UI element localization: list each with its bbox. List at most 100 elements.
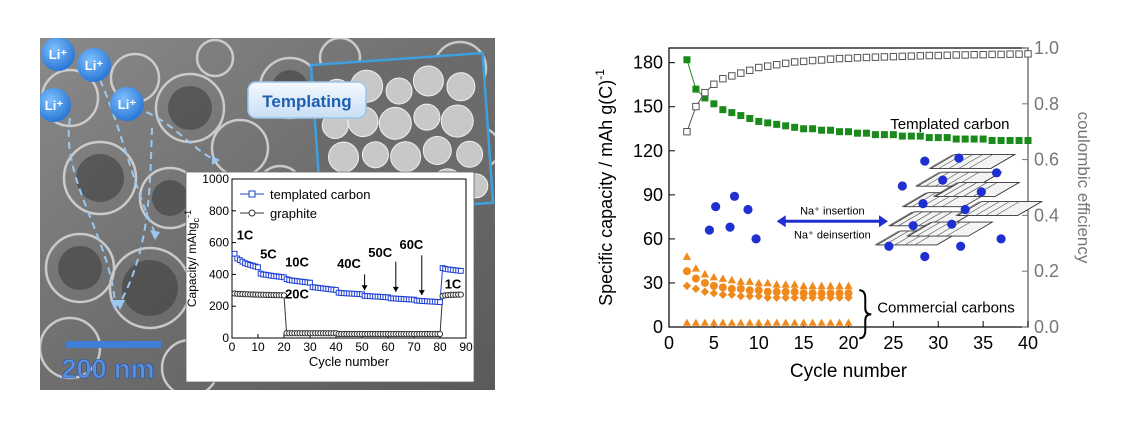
- na-ion-dot: [954, 153, 964, 163]
- inset-x-tick-label: 50: [355, 340, 369, 354]
- li-ion-label: Li⁺: [118, 97, 137, 112]
- templated-carbon-point: [437, 299, 443, 305]
- legend-templated-label: templated carbon: [270, 187, 370, 202]
- commercial-a-point: [736, 277, 745, 285]
- y-tick-label: 120: [633, 141, 663, 161]
- y-tick-label: 90: [643, 185, 663, 205]
- inset-y-tick-label: 800: [209, 204, 229, 218]
- efficiency-point: [773, 61, 781, 69]
- rate-label: 1C: [237, 227, 254, 242]
- commercial-b-point: [709, 281, 718, 290]
- efficiency-point: [916, 52, 925, 60]
- commercial-b-point: [682, 267, 691, 276]
- capacity-chart-svg: 0 5 10 15 20 25 30 35 40 0 30 60 90 120 150 180 0.0 0.2 0.…: [593, 38, 1093, 382]
- templated-point: [692, 85, 700, 93]
- x-tick-label: 35: [973, 333, 993, 353]
- graphene-sheet-line: [888, 211, 913, 227]
- commercial-a-point: [790, 280, 799, 288]
- commercial-carbons-annotation: Commercial carbons: [877, 299, 1015, 316]
- efficiency-point: [683, 128, 691, 136]
- efficiency-point: [988, 50, 996, 59]
- inset-y-label-main: Capacity/ mAhg: [185, 222, 199, 307]
- rate-label: 1C: [445, 277, 462, 292]
- rate-label: 50C: [368, 245, 392, 260]
- templated-point: [970, 135, 978, 143]
- commercial-a-point: [799, 281, 808, 290]
- x-tick-label: 15: [794, 333, 814, 353]
- inset-x-tick-label: 20: [277, 340, 291, 354]
- inset-x-axis-label: Cycle number: [309, 354, 390, 369]
- templated-point: [845, 128, 852, 136]
- templated-point: [934, 134, 942, 142]
- commercial-d-point: [817, 318, 826, 326]
- efficiency-point: [880, 53, 889, 61]
- graphene-sheet-line: [906, 221, 931, 237]
- graphene-sheet-line: [898, 211, 923, 227]
- rate-label: 60C: [399, 237, 423, 252]
- li-ion-1: Li⁺: [41, 38, 75, 71]
- graphene-sheet-line: [943, 182, 968, 197]
- scale-bar-label: 200 nm: [61, 354, 154, 384]
- commercial-c-point: [682, 281, 692, 291]
- graphene-sheet-line: [975, 201, 1000, 216]
- templated-point: [782, 122, 790, 130]
- y-tick-label: 180: [633, 53, 663, 73]
- y-right-tick-label: 0.8: [1034, 94, 1059, 114]
- inset-y-tick-label: 400: [209, 267, 229, 281]
- y-right-tick-label: 1.0: [1034, 38, 1059, 58]
- commercial-d-point: [808, 318, 817, 326]
- li-ion-2: Li⁺: [77, 48, 111, 82]
- inset-y-tick-label: 1000: [202, 172, 229, 186]
- na-ion-dot: [743, 204, 753, 215]
- na-ion-dot: [991, 168, 1002, 178]
- efficiency-point: [862, 53, 871, 62]
- templated-point: [961, 135, 969, 143]
- graphene-sheet-line: [945, 171, 970, 187]
- na-ion-dot: [996, 234, 1006, 244]
- efficiency-series-line: [686, 83, 715, 132]
- templated-point: [827, 126, 835, 134]
- templated-point: [853, 129, 861, 137]
- inset-x-tick-label: 30: [303, 340, 317, 354]
- commercial-d-point: [691, 318, 700, 326]
- commercial-d-point: [682, 318, 691, 326]
- na-ion-dot: [947, 219, 957, 229]
- templated-point: [916, 132, 924, 140]
- commercial-b-point: [799, 289, 808, 298]
- commercial-a-point: [745, 277, 754, 285]
- commercial-b-point: [727, 284, 736, 293]
- efficiency-point: [970, 50, 978, 59]
- inset-x-tick-label: 90: [459, 340, 473, 354]
- graphene-sheet-line: [965, 201, 990, 216]
- commercial-d-point: [826, 318, 835, 326]
- na-ion-dot: [960, 204, 970, 215]
- na-deinsertion-label: Na⁺ deinsertion: [794, 229, 871, 241]
- sem-figure-panel: Templating Li⁺ Li⁺ Li⁺: [40, 38, 495, 390]
- li-ion-3: Li⁺: [40, 88, 71, 122]
- templated-point: [997, 137, 1005, 145]
- templated-point: [988, 137, 996, 145]
- graphene-sheet-line: [946, 221, 971, 237]
- rate-arrowhead: [418, 290, 425, 296]
- x-axis-label: Cycle number: [790, 361, 908, 382]
- na-arrowhead-right: [878, 215, 888, 228]
- efficiency-point: [799, 57, 808, 66]
- commercial-c-point: [790, 293, 799, 302]
- graphene-sheet-line: [928, 154, 953, 169]
- y-tick-label: 60: [643, 229, 663, 249]
- commercial-d-point: [790, 318, 799, 326]
- na-ion-dot: [976, 187, 986, 197]
- commercial-a-point: [781, 280, 790, 288]
- commercial-b-point: [736, 284, 745, 293]
- efficiency-point: [907, 52, 916, 60]
- commercial-d-point: [718, 318, 727, 326]
- na-arrowhead-left: [776, 215, 786, 228]
- commercial-brace: [859, 289, 872, 340]
- commercial-d-point: [745, 318, 754, 326]
- commercial-c-point: [691, 284, 701, 294]
- capacity-plot: 0 5 10 15 20 25 30 35 40 0 30 60 90 120 150 180 0.0 0.2 0.…: [593, 38, 1093, 382]
- x-tick-label: 0: [664, 333, 674, 353]
- efficiency-point: [808, 56, 817, 65]
- li-ion-label: Li⁺: [49, 47, 68, 62]
- graphene-sheet-line: [916, 221, 941, 237]
